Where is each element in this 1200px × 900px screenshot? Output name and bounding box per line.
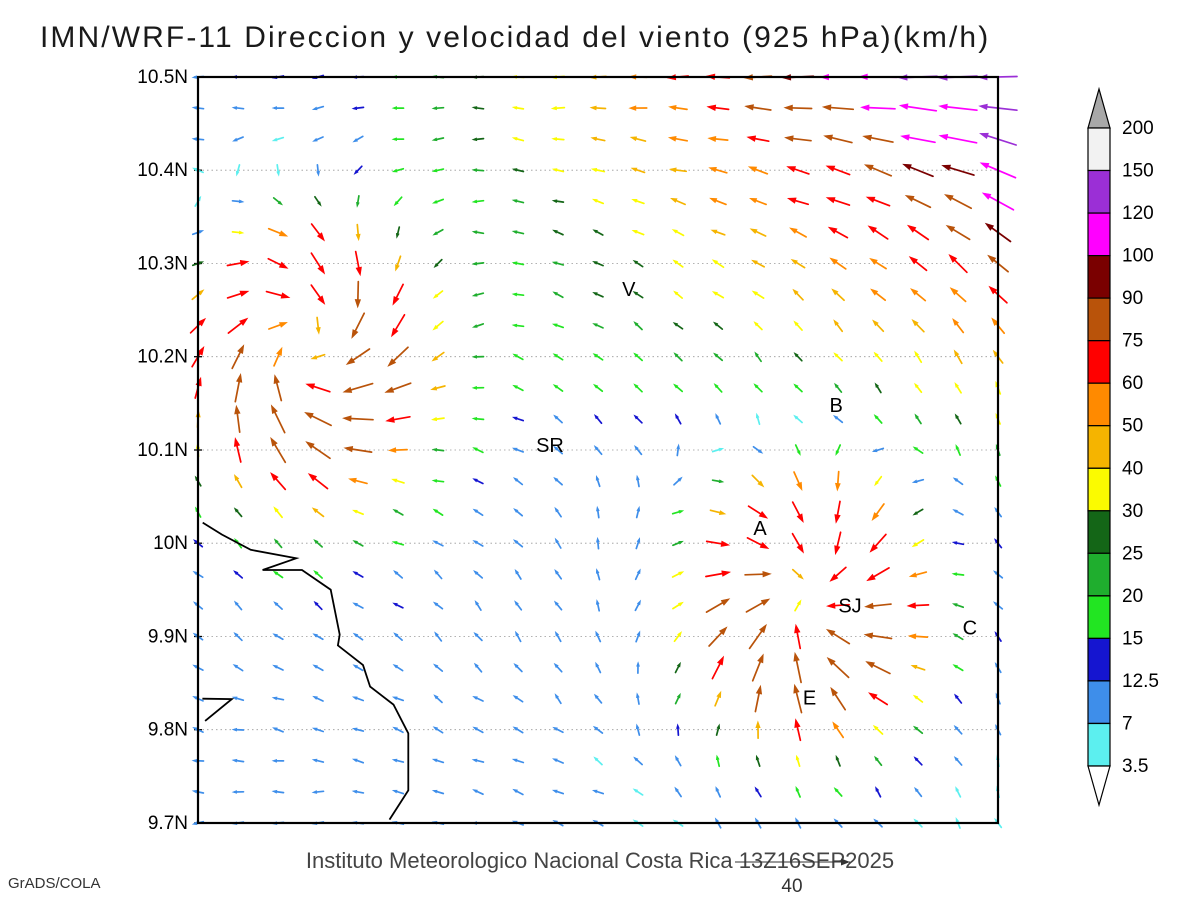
svg-text:90: 90: [1122, 288, 1143, 309]
svg-text:B: B: [830, 395, 843, 417]
svg-text:10.4N: 10.4N: [137, 160, 188, 181]
svg-text:20: 20: [1122, 586, 1143, 607]
svg-text:60: 60: [1122, 373, 1143, 394]
svg-text:V: V: [622, 279, 636, 301]
svg-text:10.2N: 10.2N: [137, 347, 188, 368]
svg-text:IMN/WRF-11 Direccion y velocid: IMN/WRF-11 Direccion y velocidad del vie…: [40, 21, 990, 54]
svg-text:9.8N: 9.8N: [148, 720, 188, 741]
svg-text:50: 50: [1122, 416, 1143, 437]
svg-text:Instituto Meteorologico Nacion: Instituto Meteorologico Nacional Costa R…: [306, 848, 894, 873]
svg-text:3.5: 3.5: [1122, 756, 1148, 777]
svg-text:GrADS/COLA: GrADS/COLA: [8, 875, 101, 892]
svg-text:120: 120: [1122, 203, 1154, 224]
svg-text:25: 25: [1122, 543, 1143, 564]
svg-text:9.7N: 9.7N: [148, 813, 188, 834]
svg-text:200: 200: [1122, 118, 1154, 139]
svg-text:10.5N: 10.5N: [137, 67, 188, 88]
svg-text:75: 75: [1122, 331, 1143, 352]
svg-text:E: E: [803, 688, 816, 710]
svg-text:15: 15: [1122, 628, 1143, 649]
svg-text:40: 40: [1122, 458, 1143, 479]
svg-text:12.5: 12.5: [1122, 671, 1159, 692]
svg-text:7: 7: [1122, 714, 1133, 735]
svg-text:SJ: SJ: [838, 596, 861, 618]
svg-text:150: 150: [1122, 161, 1154, 182]
svg-text:10N: 10N: [153, 533, 188, 554]
svg-text:30: 30: [1122, 501, 1143, 522]
svg-text:10.3N: 10.3N: [137, 254, 188, 275]
svg-text:SR: SR: [536, 435, 564, 457]
svg-text:100: 100: [1122, 246, 1154, 267]
svg-text:40: 40: [781, 876, 802, 897]
svg-text:C: C: [963, 618, 977, 640]
svg-text:10.1N: 10.1N: [137, 440, 188, 461]
svg-text:A: A: [753, 518, 767, 540]
svg-text:9.9N: 9.9N: [148, 627, 188, 648]
